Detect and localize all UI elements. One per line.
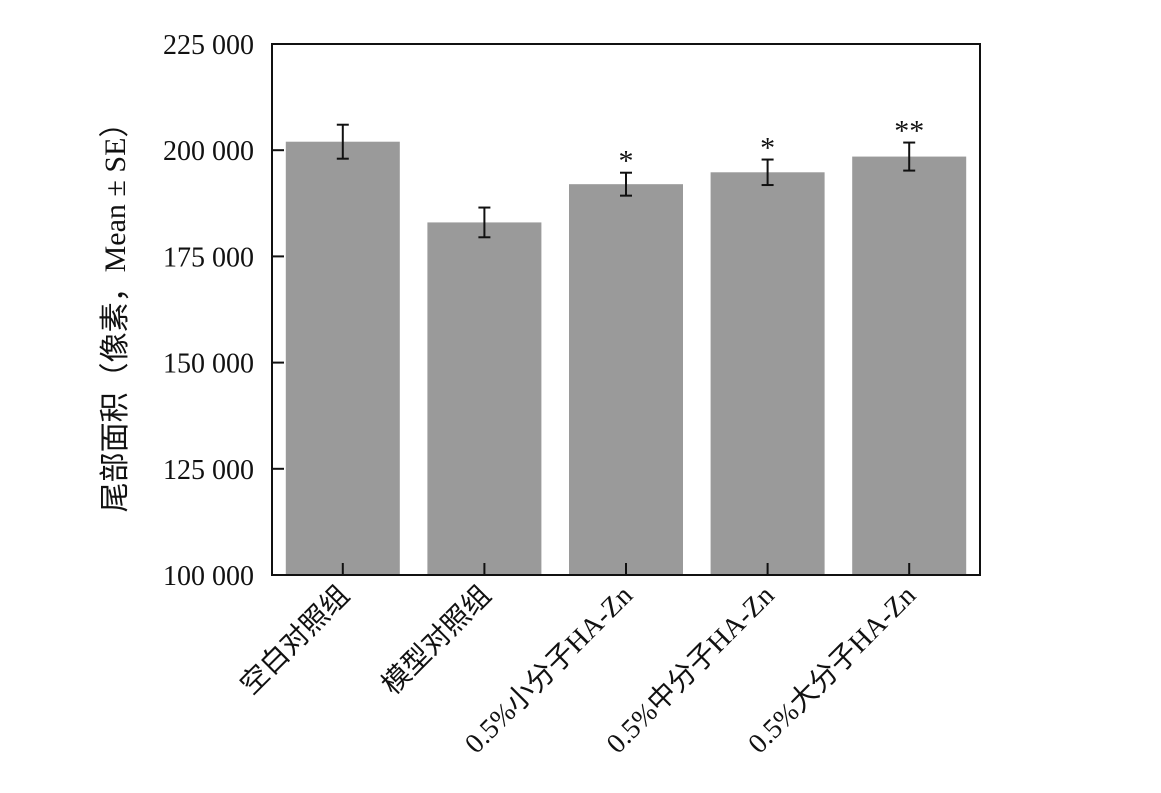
bars-layer [285, 141, 967, 576]
y-axis-title: 尾部面积（像素，Mean ± SE） [99, 108, 132, 513]
x-tick-label: 空白对照组 [234, 579, 356, 701]
y-tick-label: 225 000 [163, 30, 254, 61]
significance-label: * [619, 145, 634, 178]
y-tick-label: 175 000 [163, 242, 254, 273]
y-axis: 100 000 125 000 150 000 175 000 200 000 225 0… [163, 30, 284, 592]
error-bars-layer [336, 123, 916, 239]
significance-layer: * *** [619, 115, 925, 178]
y-tick-label: 125 000 [163, 455, 254, 486]
y-tick-label: 200 000 [163, 136, 254, 167]
bar [569, 184, 683, 575]
bar [285, 141, 400, 576]
significance-label: * [760, 132, 775, 165]
y-tick-label: 150 000 [163, 349, 254, 380]
bar [710, 172, 825, 575]
x-tick-label: 模型对照组 [376, 579, 498, 701]
significance-label: ** [894, 115, 924, 148]
bar [852, 156, 967, 575]
bar [427, 222, 542, 575]
y-tick-label: 100 000 [163, 561, 254, 592]
x-axis: 空白对照组 模型对照组0.5%小分子HA-Zn0.5%中分子HA-Zn0.5%大分… [234, 563, 922, 760]
